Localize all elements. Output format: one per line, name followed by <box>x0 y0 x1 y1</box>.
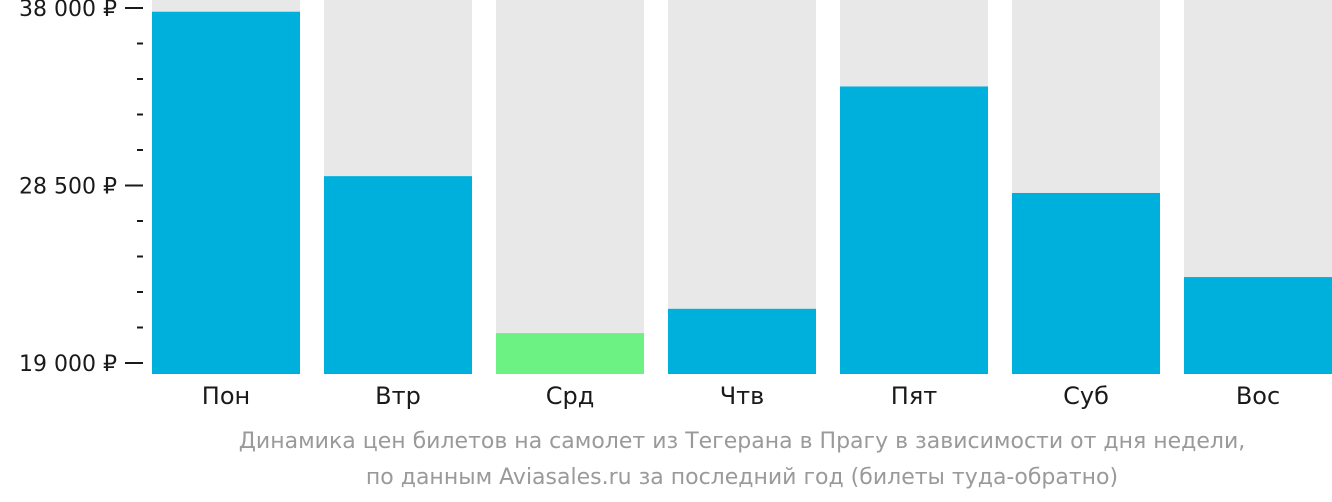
y-tick-label: 19 000 ₽ <box>19 352 117 377</box>
x-tick-label: Втр <box>375 382 421 410</box>
y-tick-label: 28 500 ₽ <box>19 175 117 200</box>
x-tick-label: Срд <box>546 382 595 410</box>
y-tick-label: 38 000 ₽ <box>19 0 117 22</box>
bar <box>840 86 988 374</box>
bar <box>324 176 472 374</box>
x-tick-label: Пон <box>202 382 250 410</box>
chart-caption-line-1: Динамика цен билетов на самолет из Тегер… <box>238 429 1246 454</box>
bar <box>496 333 644 374</box>
bar <box>1184 277 1332 374</box>
bar <box>152 11 300 374</box>
background-bar <box>496 0 644 374</box>
chart-caption-line-2: по данным Aviasales.ru за последний год … <box>365 465 1119 490</box>
x-axis-labels: Пон Втр Срд Чтв Пят Суб Вос <box>202 382 1280 410</box>
x-tick-label: Вос <box>1236 382 1280 410</box>
bar <box>668 308 816 374</box>
x-tick-label: Чтв <box>720 382 765 410</box>
y-axis: 19 000 ₽ 28 500 ₽ 38 000 ₽ <box>19 0 143 377</box>
x-tick-label: Пят <box>891 382 937 410</box>
data-bars <box>152 11 1332 374</box>
bar <box>1012 192 1160 374</box>
bar-chart: 19 000 ₽ 28 500 ₽ 38 000 ₽ Пон Втр Срд Чтв Пят… <box>19 0 1332 410</box>
x-tick-label: Суб <box>1063 382 1109 410</box>
